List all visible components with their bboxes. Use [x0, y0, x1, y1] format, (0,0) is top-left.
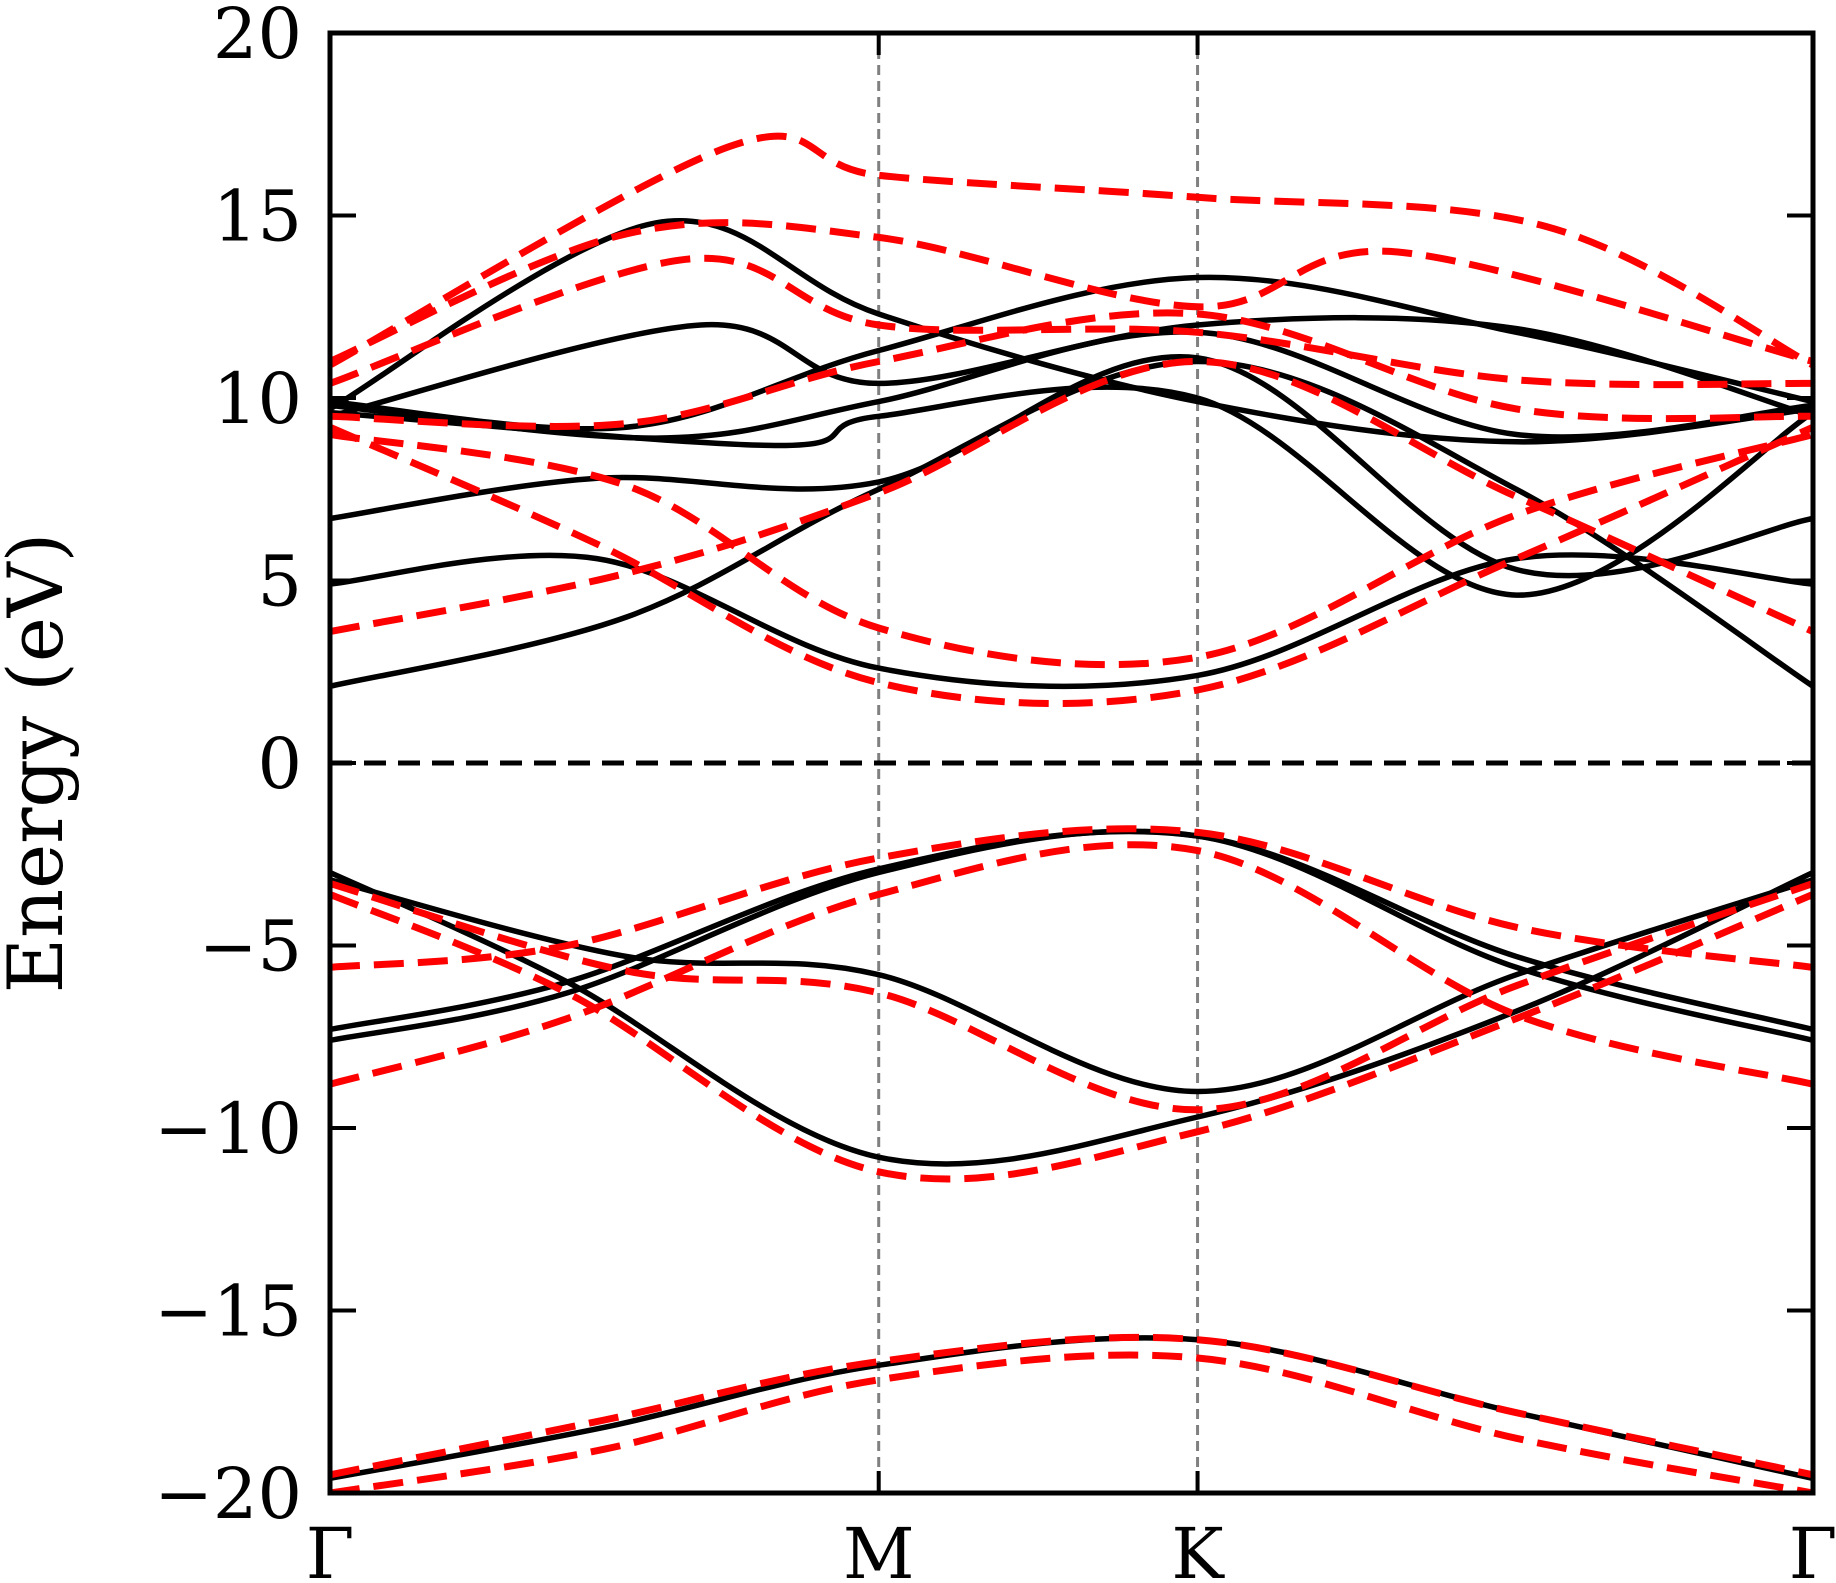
dashed-band-6 — [330, 357, 1813, 636]
x-tick-label-0: Γ — [306, 1513, 355, 1583]
solid-band-4 — [330, 877, 1813, 1095]
dashed-band-5 — [330, 880, 1813, 1114]
solid-band-1 — [330, 828, 1813, 1044]
y-tick-label: 15 — [213, 176, 302, 258]
dashed-band-10 — [330, 219, 1813, 365]
solid-band-11 — [330, 274, 1813, 432]
dashed-band-8 — [330, 431, 1813, 669]
dashed-band-7 — [330, 423, 1813, 707]
solid-band-12 — [330, 384, 1813, 598]
y-axis-ticks: 20 15 10 5 0 −5 −10 −15 −20 — [154, 0, 1813, 1535]
dashed-band-4 — [330, 891, 1813, 1183]
y-tick-label: −10 — [154, 1088, 302, 1170]
solid-band-9 — [330, 314, 1813, 419]
y-tick-label: −5 — [199, 906, 302, 988]
bands-group — [330, 132, 1813, 1493]
dashed-band-9 — [330, 132, 1813, 369]
y-tick-label: 0 — [257, 723, 302, 805]
dashed-band-2 — [330, 841, 1813, 1088]
y-tick-label: 5 — [257, 541, 302, 623]
x-tick-label-1: M — [843, 1513, 915, 1583]
dashed-band-1 — [330, 1351, 1813, 1493]
dashed-band-3 — [330, 825, 1813, 971]
y-axis-label: Energy (eV) — [0, 533, 80, 994]
x-tick-label-3: Γ — [1789, 1513, 1836, 1583]
y-tick-label: 20 — [213, 0, 302, 75]
y-tick-label: −15 — [154, 1271, 302, 1353]
y-tick-label: −20 — [154, 1453, 302, 1535]
solid-band-3 — [330, 870, 1813, 1167]
dashed-band-0 — [330, 1333, 1813, 1479]
x-tick-label-2: K — [1171, 1513, 1225, 1583]
y-tick-label: 10 — [213, 358, 302, 440]
dashed-band-12 — [330, 309, 1813, 430]
solid-band-10 — [330, 218, 1813, 445]
solid-band-6 — [330, 552, 1813, 690]
